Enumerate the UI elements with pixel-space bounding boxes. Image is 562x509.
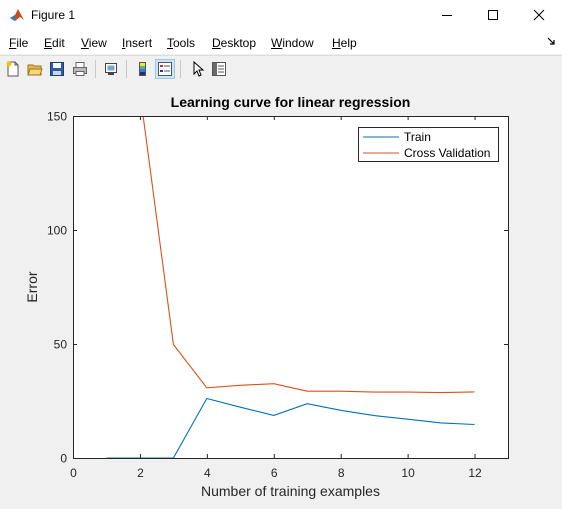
ticks-layer: 0 2 4 6 8 10 12 0 50 100 150 [47,110,508,480]
window-title: Figure 1 [31,8,76,22]
series-layer [106,116,475,458]
x-axis-label: Number of training examples [201,483,380,499]
save-button[interactable] [47,59,67,79]
chart-title: Learning curve for linear regression [171,94,411,110]
link-plot-icon [105,63,117,75]
property-inspector-icon [212,62,226,76]
open-file-button[interactable] [25,59,45,79]
x-tick-label: 4 [204,466,211,480]
toolbar-separator [126,60,127,78]
dock-arrow-icon[interactable] [547,37,556,46]
link-plot-button[interactable] [101,59,121,79]
toolbar-separator [180,60,181,78]
close-button[interactable] [516,0,562,30]
minimize-button[interactable] [424,0,470,30]
menu-insert[interactable]: Insert [122,36,153,50]
maximize-button[interactable] [470,0,516,30]
print-icon [73,62,87,76]
insert-legend-button[interactable] [155,59,175,79]
minimize-icon [442,15,452,16]
close-icon [533,9,545,21]
legend-icon [158,62,172,76]
plot-area [73,116,508,458]
figure-toolbar [0,55,562,84]
menu-bar: File Edit View Insert Tools Desktop Wind… [0,30,562,54]
x-tick-label: 6 [271,466,278,480]
axes-box [73,116,509,459]
x-tick-label: 10 [401,466,415,480]
legend[interactable]: Train Cross Validation [358,127,499,162]
matlab-logo-icon [10,9,24,21]
menu-file[interactable]: File [9,36,29,50]
series-line-train [106,397,475,458]
series-line-cross-validation [142,116,475,394]
colorbar-icon [139,62,146,76]
menu-edit[interactable]: Edit [44,36,65,50]
property-inspector-button[interactable] [209,59,229,79]
colorbar-button[interactable] [133,59,153,79]
menu-help[interactable]: Help [332,36,357,50]
menu-view[interactable]: View [81,36,107,50]
legend-label-cross-validation: Cross Validation [404,146,490,160]
y-tick-label: 0 [60,452,67,466]
new-figure-button[interactable] [3,59,23,79]
legend-box [358,127,499,162]
new-figure-icon [6,61,19,77]
menu-tools[interactable]: Tools [167,36,196,50]
x-tick-label: 0 [70,466,77,480]
x-tick-label: 2 [137,466,144,480]
save-icon [50,62,64,76]
legend-label-train: Train [404,130,431,144]
print-button[interactable] [70,59,90,79]
toolbar-separator [95,60,96,78]
open-file-icon [27,64,43,76]
figure-canvas: 0 2 4 6 8 10 12 0 50 100 150 Learning curve for li… [0,83,562,506]
edit-plot-button[interactable] [187,59,207,79]
learning-curve-chart[interactable]: 0 2 4 6 8 10 12 0 50 100 150 Learning curve for li… [0,83,562,506]
y-tick-label: 100 [47,224,67,238]
menu-desktop[interactable]: Desktop [212,36,257,50]
title-bar: Figure 1 [0,0,562,30]
menu-window[interactable]: Window [271,36,314,50]
x-tick-label: 12 [468,466,482,480]
y-tick-label: 150 [47,110,67,124]
y-tick-label: 50 [54,338,68,352]
x-tick-label: 8 [338,466,345,480]
pointer-icon [193,61,205,77]
y-axis-label: Error [24,271,40,302]
maximize-icon [488,10,498,20]
